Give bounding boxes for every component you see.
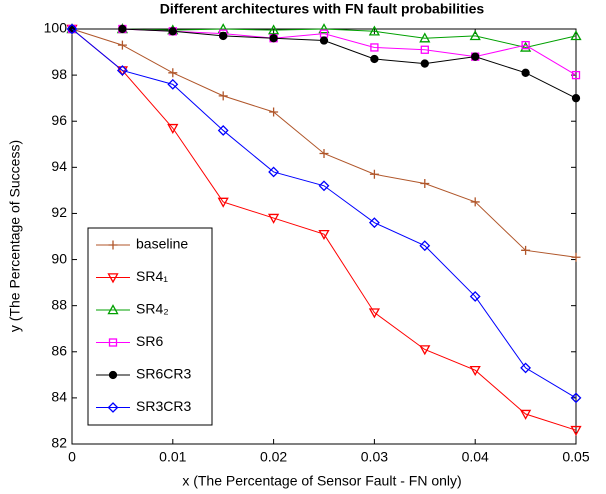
marker (217, 197, 229, 208)
y-tick-label: 96 (51, 112, 67, 128)
marker (370, 54, 379, 64)
y-tick-label: 98 (51, 66, 67, 82)
marker (419, 345, 431, 356)
marker (571, 252, 581, 262)
marker (167, 78, 179, 90)
y-axis-label: y (The Percentage of Success) (7, 140, 23, 332)
marker (469, 30, 481, 41)
marker (370, 43, 379, 52)
marker (108, 370, 118, 380)
marker (570, 392, 582, 404)
marker (471, 52, 480, 61)
y-tick-label: 82 (51, 435, 67, 451)
marker (420, 59, 429, 68)
legend: baseline SR4₁ SR4₂ SR6 SR6CR3 SR3CR3 (87, 227, 213, 426)
y-tick-label: 92 (51, 204, 67, 220)
marker (369, 169, 379, 179)
marker (107, 304, 119, 315)
x-tick-label: 0.04 (462, 449, 489, 465)
y-tick-label: 100 (44, 20, 68, 36)
legend-label: SR4₁ (136, 268, 168, 284)
y-tick-label: 84 (51, 389, 67, 405)
marker (368, 308, 381, 319)
marker (268, 166, 280, 178)
marker (318, 229, 330, 241)
marker (520, 362, 532, 374)
marker (219, 31, 228, 41)
x-tick-label: 0.03 (361, 449, 388, 465)
x-tick-label: 0.01 (159, 449, 186, 465)
marker (168, 27, 177, 36)
marker (368, 217, 380, 229)
marker (420, 45, 429, 54)
marker (571, 70, 581, 80)
marker (117, 40, 127, 50)
marker (319, 36, 329, 45)
marker (218, 91, 228, 101)
x-tick-label: 0.05 (562, 449, 589, 465)
series-line (71, 28, 577, 399)
marker (319, 149, 329, 158)
y-tick-label: 94 (51, 158, 67, 174)
marker (419, 240, 431, 252)
marker (118, 24, 127, 34)
marker (521, 68, 530, 77)
marker (571, 94, 581, 103)
legend-label: baseline (136, 236, 188, 252)
marker (318, 23, 330, 34)
marker (521, 40, 530, 50)
marker (269, 107, 279, 117)
marker (420, 178, 430, 188)
marker (66, 23, 78, 35)
legend-box (87, 227, 213, 426)
series-line (71, 28, 577, 431)
chart-title: Different architectures with FN fault pr… (160, 1, 485, 17)
y-tick-label: 86 (51, 342, 67, 358)
y-tick-label: 90 (51, 250, 67, 266)
series-line (72, 28, 577, 48)
marker (269, 34, 278, 43)
marker (419, 32, 431, 43)
marker (168, 68, 178, 78)
marker (267, 213, 280, 224)
marker (167, 123, 179, 134)
marker (570, 30, 582, 41)
marker (107, 402, 119, 413)
marker (318, 180, 330, 192)
marker (107, 273, 119, 284)
marker (521, 245, 531, 255)
marker (368, 25, 381, 36)
marker (469, 365, 481, 377)
marker (217, 125, 229, 136)
series-line (71, 28, 577, 258)
y-tick-label: 88 (51, 296, 67, 312)
marker (116, 65, 128, 76)
legend-label: SR6 (136, 333, 163, 349)
x-tick-label: 0 (68, 449, 76, 465)
marker (519, 409, 532, 420)
x-tick-label: 0.02 (260, 449, 287, 465)
series-line (72, 28, 577, 76)
x-axis-label: x (The Percentage of Sensor Fault - FN o… (182, 473, 461, 489)
legend-label: SR6CR3 (136, 366, 191, 382)
marker (267, 24, 280, 35)
marker (108, 338, 118, 347)
marker (570, 425, 582, 437)
marker (470, 197, 480, 207)
marker (469, 291, 481, 302)
legend-label: SR4₂ (136, 301, 169, 317)
legend-label: SR3CR3 (136, 398, 191, 414)
marker (108, 240, 118, 250)
